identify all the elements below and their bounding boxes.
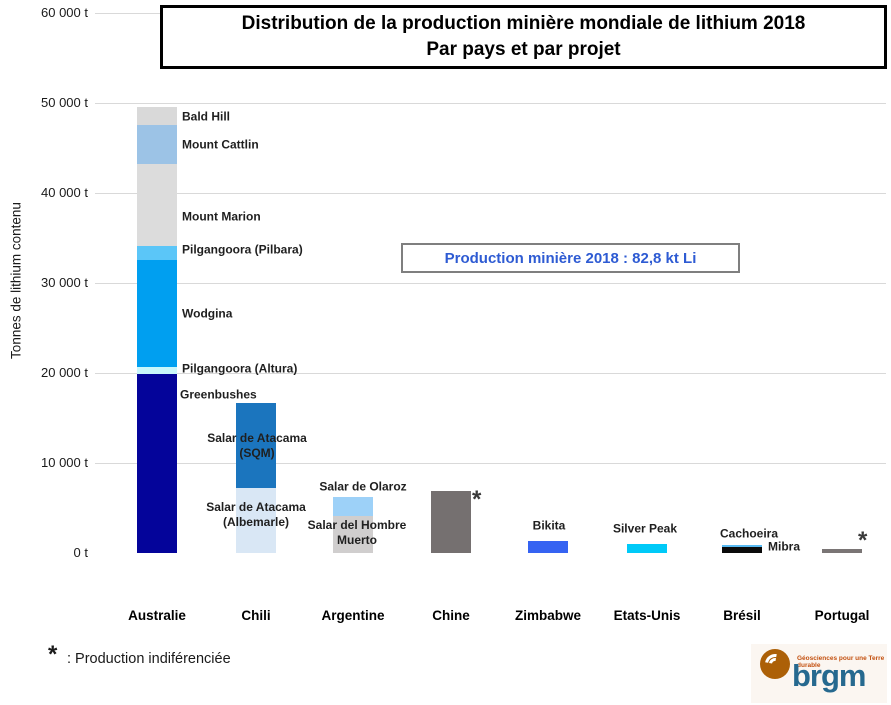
- x-axis-label-chili: Chili: [241, 608, 271, 623]
- bar-segment-salar-de-atacama-albemarle: [236, 488, 276, 553]
- bar-segment-pilgangoora-altura: [137, 366, 177, 374]
- segment-label-pilgangoora-pilbara: Pilgangoora (Pilbara): [182, 242, 303, 257]
- chart-title-box: Distribution de la production minière mo…: [160, 5, 887, 69]
- brgm-wordmark: brgm: [792, 658, 866, 693]
- brgm-tagline: Géosciences pour une Terre durable: [797, 655, 885, 669]
- gridline-20-000-t: [95, 372, 886, 374]
- bar-segment-greenbushes: [137, 373, 177, 553]
- segment-label-salar-de-atacama-albemarle: Salar de Atacama (Albemarle): [206, 500, 306, 529]
- footnote-asterisk: *: [48, 641, 58, 668]
- bar-segment-bikita: [528, 541, 568, 553]
- x-axis-label-etats-unis: Etats-Unis: [613, 608, 681, 623]
- y-tick-label-40-000-t: 40 000 t: [41, 185, 88, 200]
- y-tick-label-60-000-t: 60 000 t: [41, 5, 88, 20]
- x-axis-label-portugal: Portugal: [814, 608, 870, 623]
- y-axis-title: Tonnes de lithium contenu: [8, 202, 24, 359]
- x-axis-label-br-sil: Brésil: [723, 608, 761, 623]
- segment-label-wodgina: Wodgina: [182, 306, 233, 321]
- segment-label-mibra: Mibra: [768, 539, 801, 554]
- x-axis-label-argentine: Argentine: [321, 608, 385, 623]
- y-tick-label-0-t: 0 t: [73, 545, 88, 560]
- x-axis-label-zimbabwe: Zimbabwe: [514, 608, 581, 623]
- segment-label-salar-de-atacama-sqm: Salar de Atacama (SQM): [207, 431, 307, 460]
- bar-segment-production-indif-renci-e: [822, 548, 862, 553]
- segment-label-mount-cattlin: Mount Cattlin: [182, 137, 259, 152]
- bar-segment-salar-de-atacama-sqm: [236, 403, 276, 489]
- segment-label-silver-peak: Silver Peak: [612, 521, 678, 536]
- y-tick-label-20-000-t: 20 000 t: [41, 365, 88, 380]
- y-tick-label-10-000-t: 10 000 t: [41, 455, 88, 470]
- undifferentiated-asterisk-chine: *: [472, 486, 482, 513]
- segment-label-pilgangoora-altura: Pilgangoora (Altura): [182, 361, 298, 376]
- y-tick-label-50-000-t: 50 000 t: [41, 95, 88, 110]
- x-axis-label-australie: Australie: [128, 608, 186, 623]
- bar-segment-salar-de-olaroz: [333, 497, 373, 517]
- brgm-logo: Géosciences pour une Terre durable brgm: [751, 644, 887, 703]
- segment-label-cachoeira: Cachoeira: [719, 526, 779, 541]
- segment-label-salar-de-olaroz: Salar de Olaroz: [319, 479, 407, 494]
- chart-title-line2: Par pays et par projet: [426, 39, 621, 60]
- chart-title-line1: Distribution de la production minière mo…: [241, 13, 806, 34]
- bar-segment-cachoeira: [722, 544, 762, 548]
- segment-label-salar-del-hombre-muerto: Salar del Hombre Muerto: [307, 518, 407, 547]
- segment-label-greenbushes: Greenbushes: [180, 387, 257, 402]
- bar-segment-pilgangoora-pilbara: [137, 245, 177, 260]
- bar-segment-mibra: [722, 547, 762, 553]
- bar-segment-mount-marion: [137, 163, 177, 246]
- segment-label-bikita: Bikita: [532, 518, 566, 533]
- gridline-40-000-t: [95, 192, 886, 194]
- segment-label-mount-marion: Mount Marion: [182, 209, 261, 224]
- footnote-text: : Production indiférenciée: [67, 651, 231, 667]
- brgm-logo-icon: [760, 649, 790, 679]
- bar-segment-silver-peak: [627, 544, 667, 553]
- bar-segment-wodgina: [137, 259, 177, 367]
- undifferentiated-asterisk-portugal: *: [858, 527, 868, 554]
- y-tick-label-30-000-t: 30 000 t: [41, 275, 88, 290]
- gridline-50-000-t: [95, 102, 886, 104]
- gridline-10-000-t: [95, 462, 886, 464]
- total-production-text: Production minière 2018 : 82,8 kt Li: [444, 249, 697, 267]
- bar-segment-production-indif-renci-e: [431, 490, 471, 553]
- total-production-callout: Production minière 2018 : 82,8 kt Li: [401, 243, 740, 273]
- gridline-30-000-t: [95, 282, 886, 284]
- bar-segment-salar-del-hombre-muerto: [333, 516, 373, 553]
- bar-segment-mount-cattlin: [137, 124, 177, 164]
- bar-segment-bald-hill: [137, 106, 177, 125]
- segment-label-bald-hill: Bald Hill: [182, 109, 231, 124]
- x-axis-label-chine: Chine: [432, 608, 470, 623]
